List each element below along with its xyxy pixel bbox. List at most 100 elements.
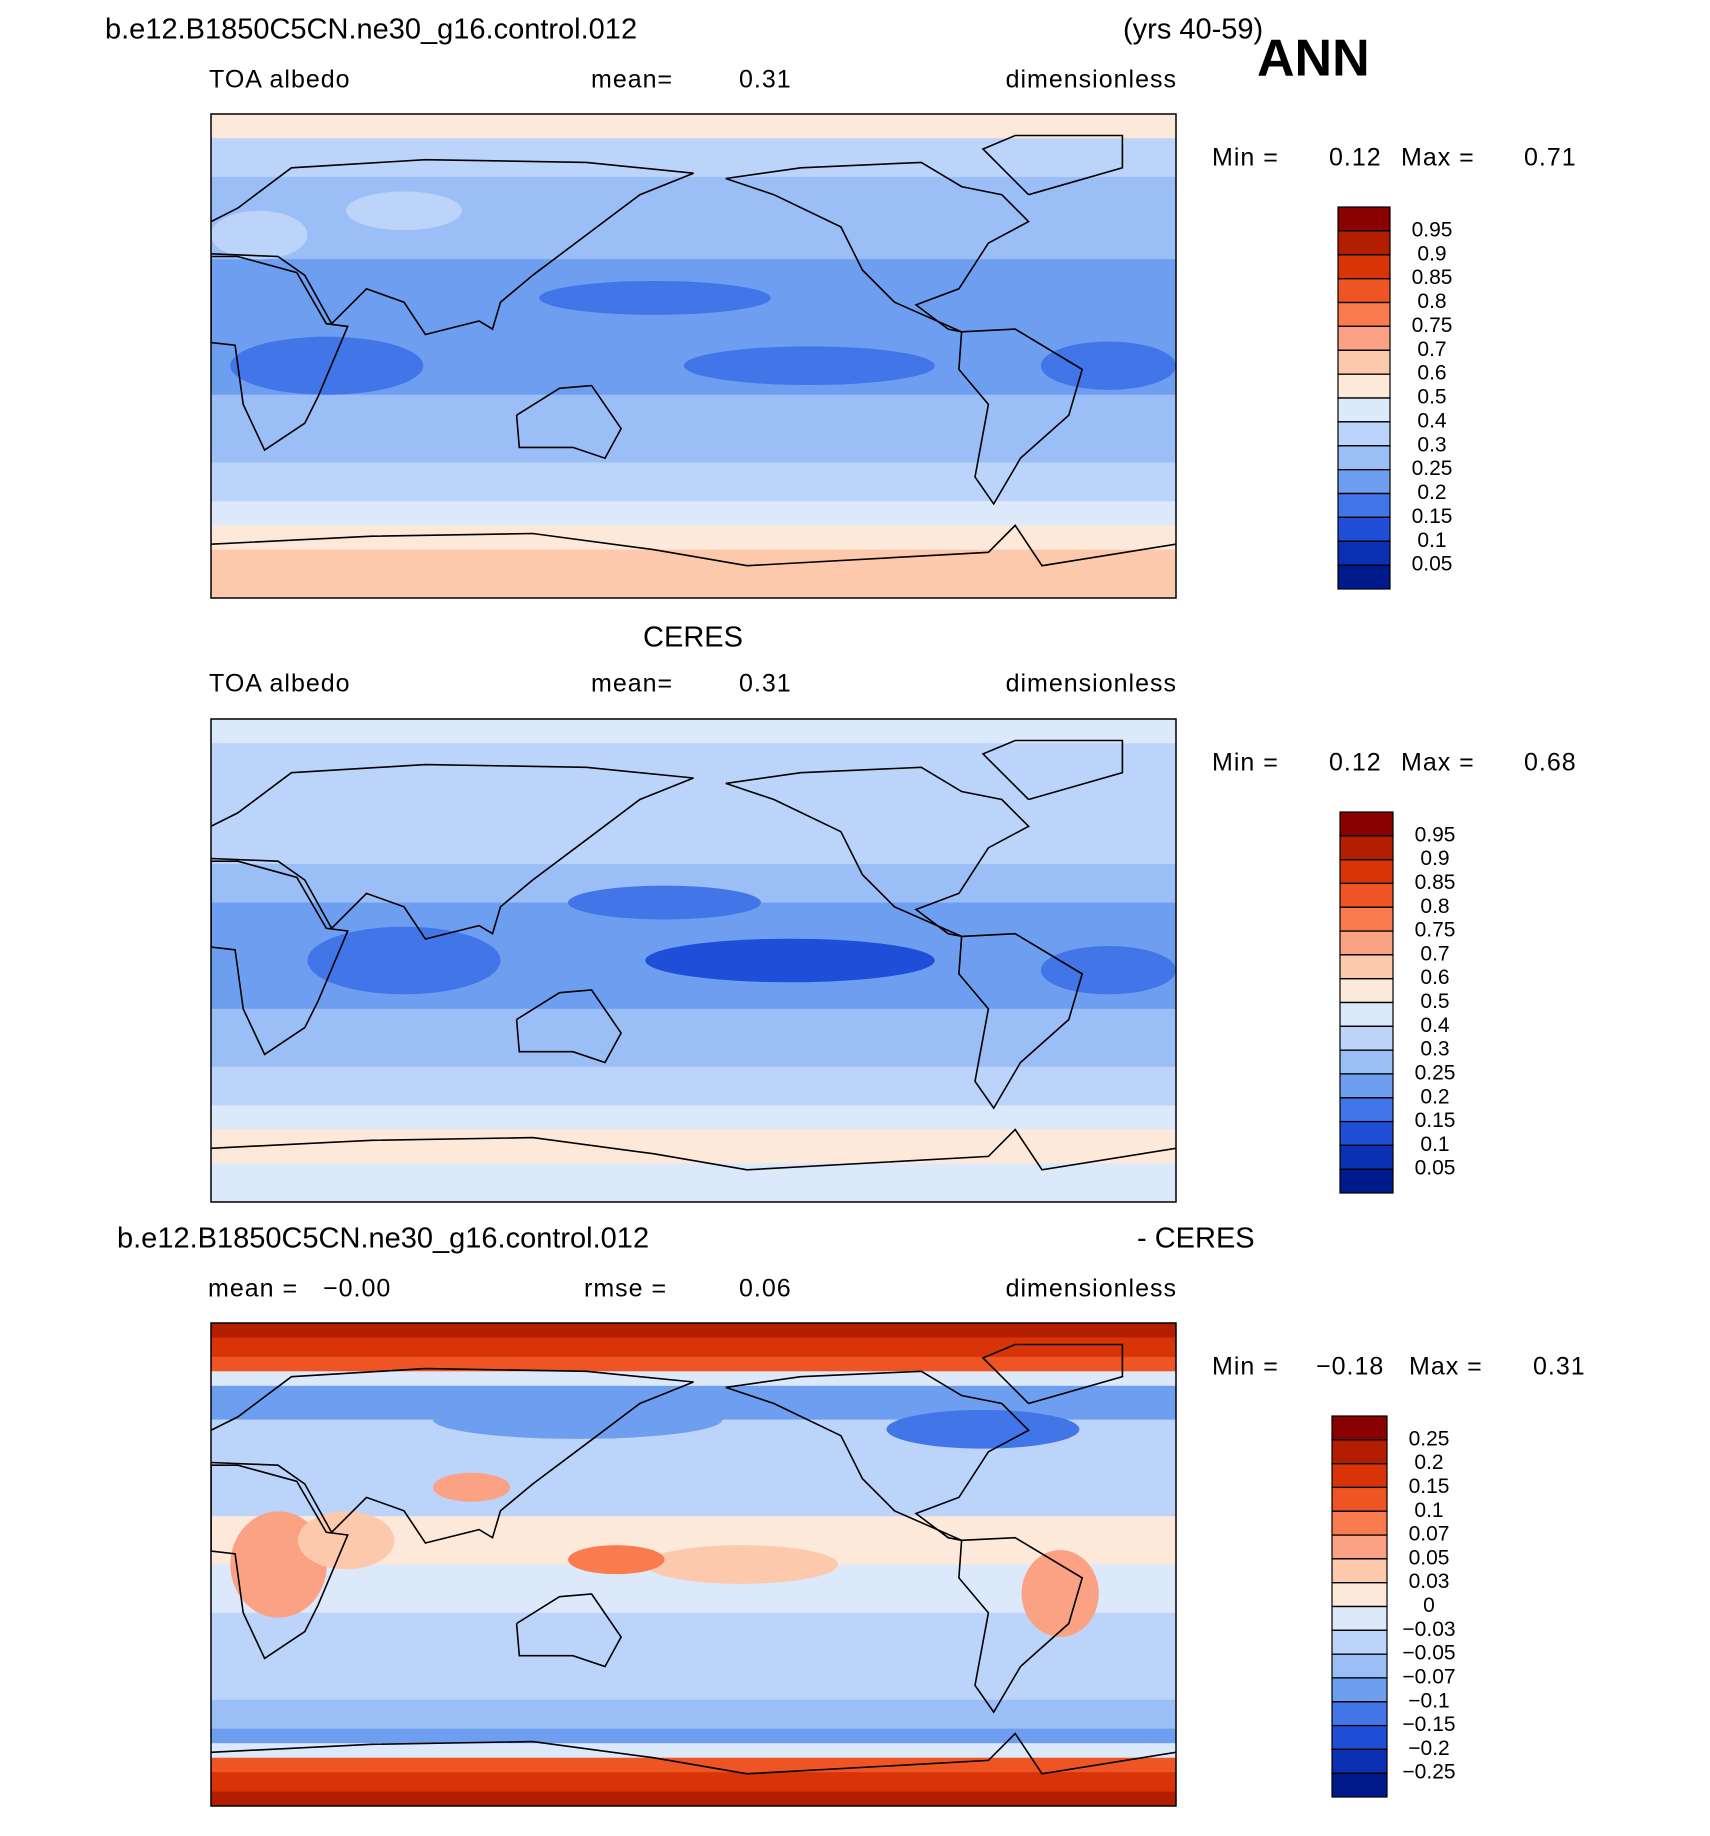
panel-title: CERES (643, 622, 743, 654)
field-band (211, 1612, 1176, 1701)
colorbar-box (1339, 1073, 1394, 1099)
colorbar-box (1331, 1653, 1388, 1679)
units: dimensionless (1006, 1275, 1177, 1303)
field-band (211, 1371, 1176, 1387)
coastline (725, 766, 1030, 938)
panel-title-right: - CERES (1137, 1223, 1255, 1255)
colorbar-box (1337, 254, 1391, 280)
coastline (515, 1593, 623, 1668)
colorbar-label: 0.05 (1412, 553, 1453, 576)
colorbar-label: 0.5 (1420, 990, 1449, 1013)
colorbar-box (1331, 1605, 1388, 1631)
field-band (211, 394, 1176, 463)
colorbar-box (1331, 1748, 1388, 1774)
units: dimensionless (1006, 66, 1177, 94)
colorbar-label: 0.1 (1414, 1499, 1443, 1522)
colorbar-label: 0.6 (1417, 362, 1446, 385)
colorbar-label: 0.25 (1415, 1061, 1456, 1084)
field-patch (432, 1400, 723, 1439)
coastline (515, 989, 623, 1064)
max-value: 0.68 (1524, 749, 1577, 777)
colorbar-box (1337, 516, 1391, 542)
min-value: −0.18 (1316, 1353, 1384, 1381)
colorbar-label: 0 (1423, 1594, 1435, 1617)
field-band (211, 743, 1176, 865)
field-band (211, 1163, 1176, 1202)
colorbar-label: 0.1 (1417, 529, 1446, 552)
colorbar-label: 0.8 (1417, 290, 1446, 313)
coastline (211, 763, 694, 940)
field-band (211, 1356, 1176, 1372)
min-label: Min = (1212, 144, 1279, 172)
map (211, 1323, 1176, 1806)
coastline (211, 1464, 349, 1660)
min-value: 0.12 (1329, 144, 1382, 172)
colorbar-label: 0.7 (1420, 942, 1449, 965)
colorbar-label: 0.9 (1420, 847, 1449, 870)
min-label: Min = (1212, 749, 1279, 777)
coastline (725, 1370, 1030, 1542)
coastline (211, 860, 349, 1056)
colorbar-label: 0.85 (1412, 266, 1453, 289)
colorbar-box (1337, 349, 1391, 375)
colorbar-label: 0.4 (1417, 409, 1447, 432)
field-band (211, 1743, 1176, 1759)
colorbar-box (1337, 421, 1391, 447)
colorbar-label: 0.7 (1417, 338, 1446, 361)
rmse-label: rmse = (584, 1275, 667, 1303)
colorbar-label: 0.05 (1409, 1546, 1450, 1569)
colorbar-label: 0.6 (1420, 966, 1449, 989)
field-patch (432, 1472, 511, 1502)
field-patch (384, 815, 617, 864)
field-band (211, 138, 1176, 178)
colorbar-box (1339, 1049, 1394, 1075)
colorbar-box (1337, 206, 1391, 232)
colorbar-box (1339, 1120, 1394, 1146)
coastline (211, 158, 694, 336)
field-band (211, 1323, 1176, 1338)
map (211, 114, 1176, 598)
colorbar-label: 0.75 (1412, 314, 1453, 337)
colorbar-box (1337, 397, 1391, 423)
colorbar-label: 0.15 (1415, 1109, 1456, 1132)
colorbar-label: −0.05 (1402, 1642, 1455, 1665)
colorbar-box (1337, 278, 1391, 304)
colorbar-box (1331, 1439, 1388, 1465)
colorbar-label: 0.1 (1420, 1133, 1449, 1156)
mean-value: 0.31 (739, 670, 792, 698)
field-patch (346, 191, 462, 231)
colorbar-box (1337, 301, 1391, 327)
colorbar-box (1339, 1144, 1394, 1170)
min-value: 0.12 (1329, 749, 1382, 777)
colorbar-label: 0.5 (1417, 386, 1446, 409)
colorbar-box (1339, 906, 1394, 932)
colorbar-label: 0.8 (1420, 895, 1449, 918)
colorbar-box (1339, 1168, 1394, 1194)
case-title: b.e12.B1850C5CN.ne30_g16.control.012 (105, 14, 637, 46)
mean-label: mean= (591, 66, 673, 94)
mean-label: mean= (591, 670, 673, 698)
colorbar-label: 0.25 (1409, 1427, 1450, 1450)
colorbar-label: −0.2 (1408, 1737, 1449, 1760)
colorbar-label: 0.2 (1414, 1451, 1443, 1474)
coastline (725, 161, 1030, 333)
colorbar-label: 0.3 (1417, 433, 1446, 456)
coastline (515, 384, 623, 460)
field-band (211, 501, 1176, 526)
colorbar-box (1339, 882, 1394, 908)
colorbar-box (1337, 564, 1391, 590)
field-patch (211, 210, 308, 260)
coastline (981, 134, 1124, 196)
mean-label: mean = (208, 1275, 298, 1303)
colorbar-label: 0.15 (1412, 505, 1453, 528)
field-patch (307, 926, 501, 995)
field-patch (1021, 1550, 1099, 1637)
map-frame (210, 113, 1177, 599)
field-band (211, 525, 1176, 551)
field-patch (886, 1409, 1080, 1449)
colorbar-label: 0.15 (1409, 1475, 1450, 1498)
max-value: 0.31 (1533, 1353, 1586, 1381)
colorbar-label: 0.2 (1420, 1085, 1449, 1108)
colorbar-label: 0.2 (1417, 481, 1446, 504)
panel-title: b.e12.B1850C5CN.ne30_g16.control.012 (117, 1223, 649, 1255)
